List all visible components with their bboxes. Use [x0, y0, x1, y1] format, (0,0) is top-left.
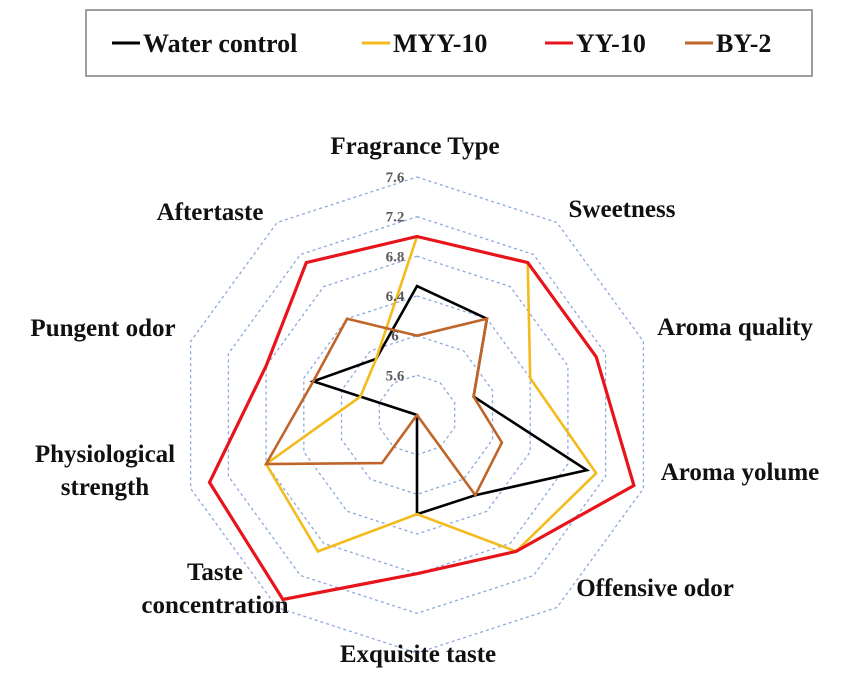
axis-label-6-line-0: Taste — [187, 559, 243, 586]
axis-label-0: Fragrance Type — [330, 133, 499, 160]
legend-label-1: MYY-10 — [393, 29, 487, 58]
series-line-2 — [207, 234, 636, 602]
tick-label-2: 6.4 — [386, 289, 405, 305]
axis-label-2: Aroma quality — [657, 314, 813, 341]
axis-label-9: Aftertaste — [157, 199, 264, 226]
axis-label-3: Aroma yolume — [661, 459, 820, 486]
legend: Water control MYY-10 YY-10 BY-2 — [85, 9, 813, 77]
axis-label-7-line-0: Physiological — [35, 441, 175, 468]
axis-label-5: Exquisite taste — [340, 641, 496, 668]
axis-label-8: Pungent odor — [30, 315, 175, 342]
tick-label-1: 6 — [391, 329, 399, 345]
tick-label-0: 5.6 — [386, 368, 405, 384]
tick-label-3: 6.8 — [386, 249, 405, 265]
radar-series — [207, 234, 636, 602]
series-line-3 — [263, 316, 504, 498]
grid-ring-2 — [303, 295, 531, 535]
grid-ring-3 — [265, 255, 569, 575]
tick-label-4: 7.2 — [386, 210, 405, 226]
axis-label-1: Sweetness — [569, 196, 676, 223]
legend-label-3: BY-2 — [716, 29, 771, 58]
legend-label-2: YY-10 — [576, 29, 646, 58]
radial-tick-labels: 5.6 6 6.4 6.8 7.2 7.6 — [386, 170, 405, 384]
axis-label-7-line-1: strength — [61, 474, 150, 501]
legend-label-0: Water control — [143, 29, 297, 58]
axis-label-4: Offensive odor — [576, 575, 734, 602]
grid-ring-1 — [340, 335, 494, 495]
radar-axis-labels: Fragrance Type Sweetness Aroma quality Arom… — [30, 133, 819, 668]
series-line-1 — [264, 234, 598, 553]
grid-ring-4 — [227, 216, 607, 614]
tick-label-5: 7.6 — [386, 170, 405, 186]
grid-ring-5 — [189, 176, 645, 654]
axis-label-6-line-1: concentration — [141, 592, 288, 619]
